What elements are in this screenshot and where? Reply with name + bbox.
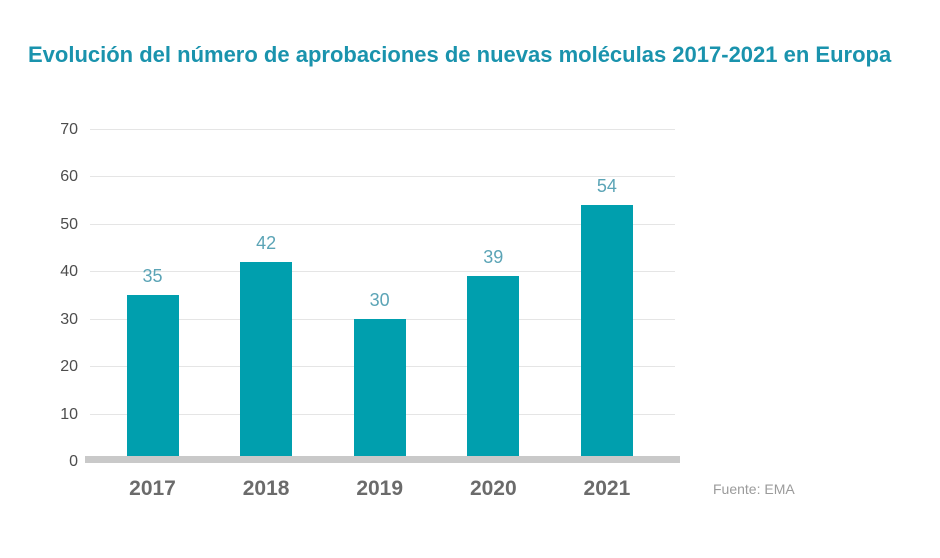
bar-value-label: 30 [369,290,390,310]
y-axis-tick-label: 70 [60,121,78,138]
y-axis-tick-label: 20 [60,358,78,376]
gridline [90,223,675,225]
plot-area: 0 10 20 30 40 50 60 70 35 2017 42 2018 30 2019 39 2020 5… [60,122,675,500]
y-axis-tick-label: 10 [60,405,78,423]
y-axis-tick-label: 60 [60,168,78,186]
bar-2021 [580,205,633,458]
y-axis-tick-label: 30 [60,310,78,328]
bar-2019 [353,319,406,458]
y-axis-tick-label: 0 [69,453,78,470]
bar-value-label: 54 [596,176,617,196]
x-axis-label: 2021 [583,477,631,500]
x-axis-label: 2018 [242,477,290,500]
source-note: Fuente: EMA [713,481,795,497]
x-axis-label: 2017 [129,477,176,500]
bar-value-label: 35 [142,266,163,286]
bar-value-label: 39 [483,247,504,267]
gridline [90,271,675,273]
y-axis-tick-label: 40 [60,263,78,281]
x-axis-label: 2020 [469,477,517,500]
bar-2018 [240,262,293,458]
gridline [90,176,675,178]
x-axis-baseline [85,456,680,463]
chart-title: Evolución del número de aprobaciones de … [28,42,892,67]
gridline [90,129,675,130]
bar-2020 [467,276,520,458]
y-axis-tick-label: 50 [60,215,78,233]
bar-2017 [126,295,179,458]
x-axis-label: 2019 [356,477,404,500]
bar-value-label: 42 [256,233,277,253]
